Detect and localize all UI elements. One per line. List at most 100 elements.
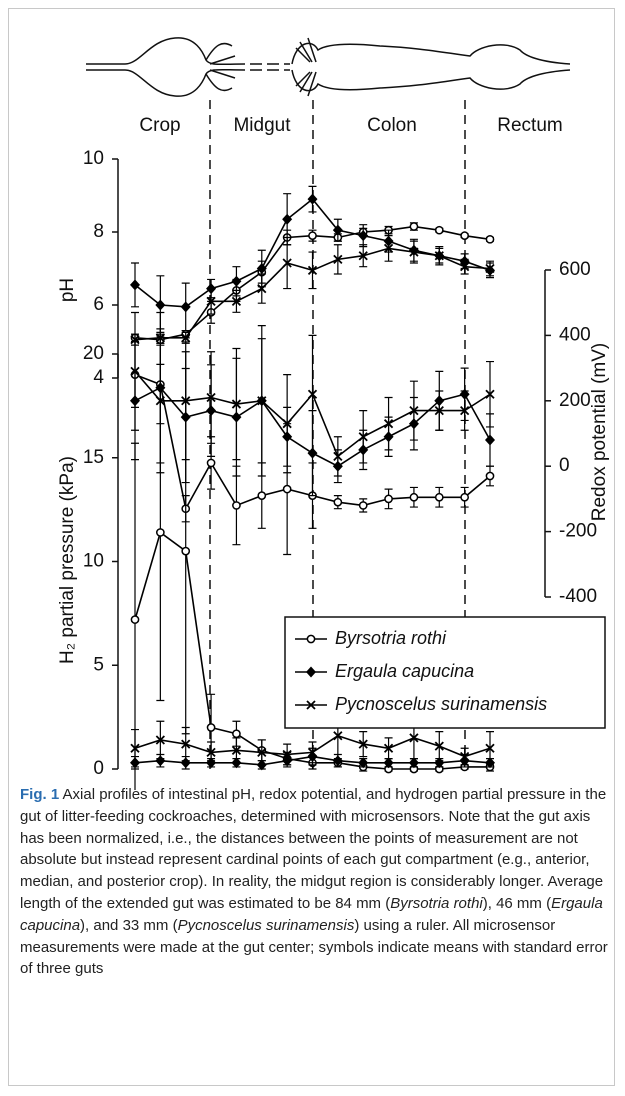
marker <box>181 333 191 343</box>
y2-axis-label: Redox potential (mV) <box>589 343 610 521</box>
marker <box>358 757 369 769</box>
legend-box <box>284 616 606 729</box>
marker <box>257 283 267 294</box>
marker <box>409 222 419 231</box>
caption-text: Axial profiles of intestinal pH, redox p… <box>20 786 607 912</box>
marker <box>231 296 242 306</box>
tick-label: 10 <box>83 551 104 572</box>
figure-frame <box>8 8 615 1086</box>
marker <box>231 275 242 287</box>
marker <box>384 494 393 504</box>
marker <box>434 251 444 261</box>
marker <box>460 405 470 416</box>
marker <box>485 234 495 244</box>
marker <box>180 301 191 313</box>
marker <box>358 230 369 242</box>
marker <box>206 723 216 732</box>
marker <box>460 231 469 240</box>
marker <box>434 741 444 751</box>
marker <box>206 296 216 306</box>
marker <box>358 251 368 261</box>
tick-label: 600 <box>559 259 591 280</box>
compartment-label: Rectum <box>497 115 562 136</box>
marker <box>333 254 343 265</box>
tick-label: 200 <box>559 390 591 411</box>
marker <box>206 747 216 758</box>
marker <box>282 419 292 429</box>
caption-text: Byrsotria rothi <box>390 894 483 912</box>
chart: Crop Midgut Colon Rectum pH Redox potent… <box>57 37 610 790</box>
caption-text: Ergaula capucina <box>20 894 603 934</box>
tick-label: 4 <box>93 367 104 388</box>
compartment-label: Crop <box>139 115 180 136</box>
marker <box>383 757 394 769</box>
marker <box>232 501 241 510</box>
tick-label: 400 <box>559 324 591 345</box>
tick-label: 6 <box>93 294 104 315</box>
marker <box>383 419 394 429</box>
marker <box>282 213 293 225</box>
marker <box>485 743 495 753</box>
tick-label: 8 <box>93 221 104 242</box>
marker <box>409 247 419 257</box>
caption-text: ), 46 mm ( <box>482 894 552 912</box>
marker <box>206 392 216 403</box>
legend-label: Pycnoscelus surinamensis <box>335 694 547 714</box>
tick-label: 20 <box>83 343 104 364</box>
marker <box>256 263 267 274</box>
marker <box>257 747 267 758</box>
marker <box>308 231 317 240</box>
marker <box>383 243 394 254</box>
gut-drawing <box>86 37 571 97</box>
marker <box>282 749 292 760</box>
marker <box>231 399 242 409</box>
marker <box>485 434 495 446</box>
compartment-label: Midgut <box>233 115 291 136</box>
tick-label: 10 <box>83 148 104 169</box>
legend-label: Byrsotria rothi <box>335 628 447 648</box>
marker <box>155 299 166 311</box>
legend-marker <box>306 700 316 710</box>
marker <box>383 743 394 753</box>
tick-label: -400 <box>559 586 597 607</box>
marker <box>231 745 242 755</box>
marker <box>257 396 267 406</box>
marker <box>181 739 191 749</box>
marker <box>130 615 140 624</box>
marker <box>130 279 140 291</box>
caption-text: ) using a ruler. All microsensor measure… <box>20 916 608 978</box>
y-axis-label: H₂ partial pressure (kPa) <box>57 456 78 664</box>
marker <box>485 471 495 481</box>
marker <box>408 757 419 769</box>
marker <box>485 263 495 274</box>
figure-caption: Fig. 1 Axial profiles of intestinal pH, … <box>20 784 608 980</box>
tick-label: 15 <box>83 447 104 468</box>
marker <box>460 492 469 502</box>
tick-label: -200 <box>559 521 597 542</box>
caption-text: ), and 33 mm ( <box>80 916 178 934</box>
marker <box>155 735 165 745</box>
caption-text: Pycnoscelus surinamensis <box>177 916 355 934</box>
marker <box>155 755 166 767</box>
caption-label: Fig. 1 <box>20 786 60 803</box>
marker <box>358 501 368 510</box>
tick-label: 5 <box>93 654 104 675</box>
marker <box>409 733 419 743</box>
marker <box>434 757 445 769</box>
marker <box>409 405 419 416</box>
marker <box>409 492 419 502</box>
marker <box>180 757 191 769</box>
marker <box>333 731 343 741</box>
marker <box>333 451 343 462</box>
marker <box>307 193 318 205</box>
marker <box>282 258 292 268</box>
marker <box>434 225 444 235</box>
marker <box>434 492 444 502</box>
compartment-label: Colon <box>367 115 417 136</box>
tick-label: 0 <box>93 758 104 779</box>
marker <box>206 458 216 468</box>
tick-label: 0 <box>559 455 570 476</box>
marker <box>332 224 343 236</box>
legend-marker <box>306 634 316 644</box>
